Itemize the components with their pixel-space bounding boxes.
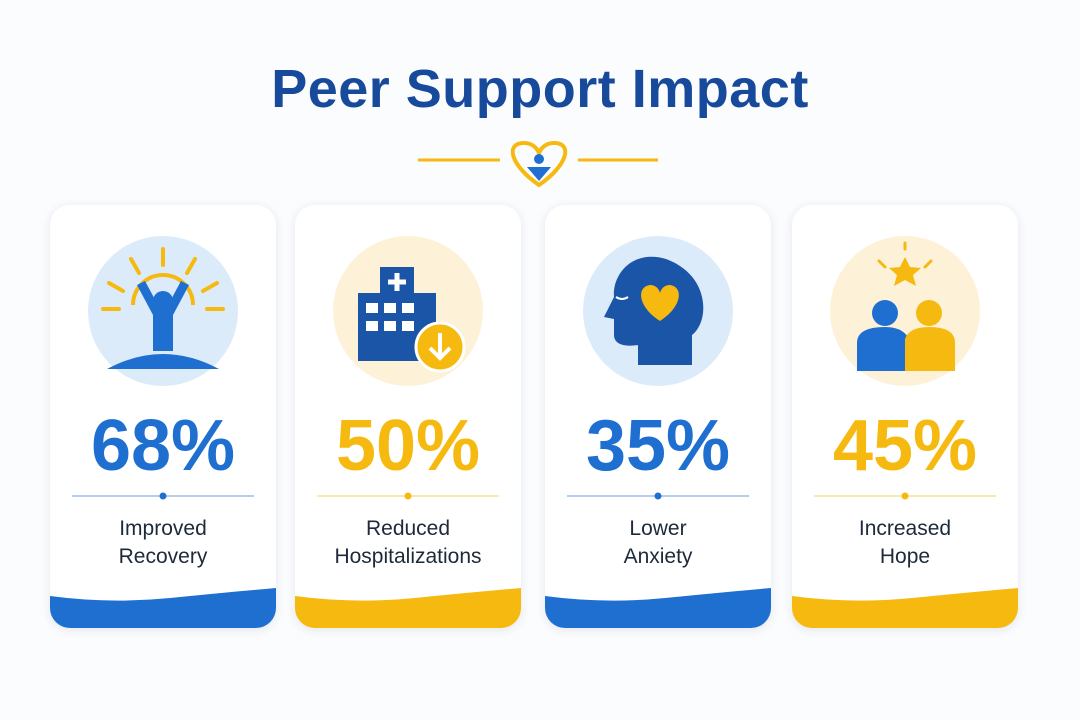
card-wave (792, 588, 1018, 628)
card-wave (545, 588, 771, 628)
stat-label: Increased Hope (858, 517, 952, 568)
card-wave (295, 588, 521, 628)
card-wave (50, 588, 276, 628)
card-icon (88, 236, 238, 386)
card-rule (317, 492, 499, 500)
card-icon (583, 236, 733, 386)
card-rule (567, 492, 749, 500)
card-rule (814, 492, 996, 500)
stat-card: 50% Reduced Hospitalizations (295, 205, 521, 628)
stat-label: Reduced Hospitalizations (334, 517, 482, 568)
stat-label: Lower Anxiety (623, 517, 693, 568)
card-icon (830, 236, 980, 386)
title: Peer Support Impact (271, 59, 809, 119)
stat-card: 45% Increased Hope (792, 205, 1018, 628)
card-icon (333, 236, 483, 386)
stat-card: 35% Lower Anxiety (545, 205, 771, 628)
stat-card: 68% Improved Recovery (50, 205, 276, 628)
stat-value: 35% (585, 406, 731, 486)
stat-value: 68% (90, 406, 236, 486)
stat-value: 45% (832, 406, 978, 486)
stat-label: Improved Recovery (118, 517, 208, 568)
stat-value: 50% (335, 406, 481, 486)
divider (418, 140, 658, 188)
card-rule (72, 492, 254, 500)
